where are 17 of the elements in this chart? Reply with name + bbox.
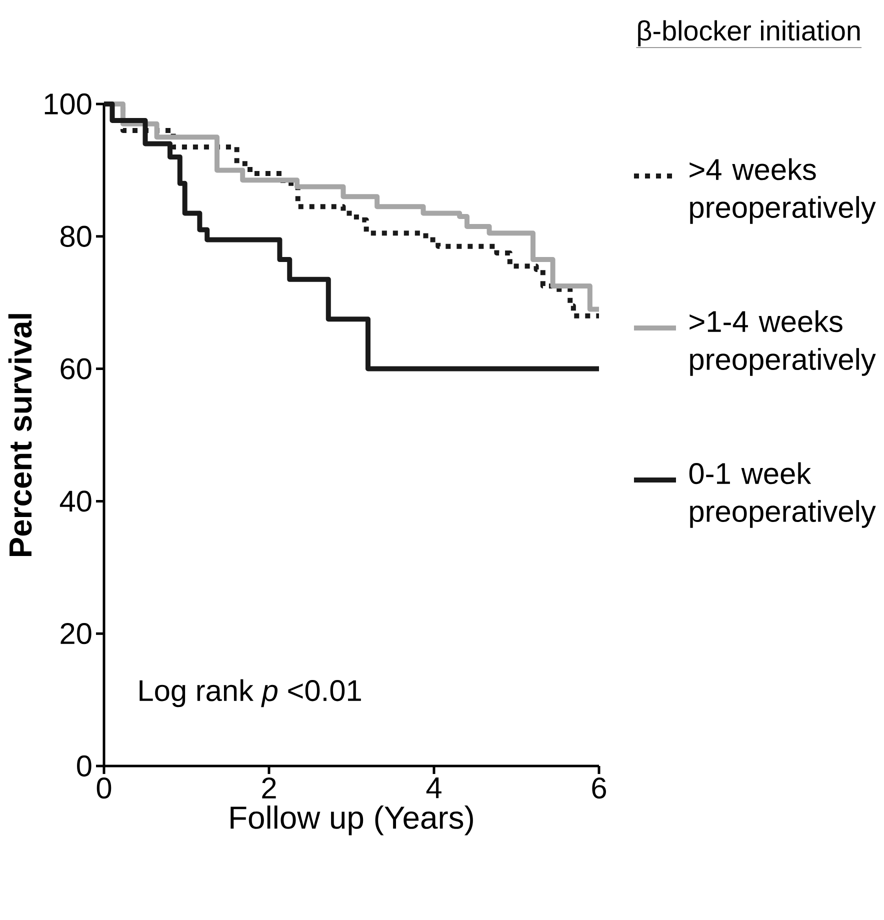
x-axis-title: Follow up (Years) [230,806,473,836]
x-tick-label: 6 [592,778,606,799]
x-tick-label: 4 [426,778,442,798]
annotation: Log rank p <0.01 [140,679,361,708]
x-tick-label: 2 [262,778,276,798]
x-tick-label: 0 [96,778,112,799]
y-tick-label: 80 [60,226,92,247]
legend-label: >1-4 weeks preoperatively [690,310,876,376]
y-tick-label: 20 [60,623,92,644]
y-tick-label: 60 [60,358,92,380]
legend-title: β-blocker initiation [638,20,860,46]
legend-label: 0-1 week preoperatively [689,462,876,528]
y-tick-label: 100 [44,93,92,115]
legend-label: >4 weeks preoperatively [690,158,876,224]
y-axis-title: Percent survival [8,314,32,556]
y-tick-label: 40 [60,490,92,512]
y-tick-label: 0 [77,755,92,777]
